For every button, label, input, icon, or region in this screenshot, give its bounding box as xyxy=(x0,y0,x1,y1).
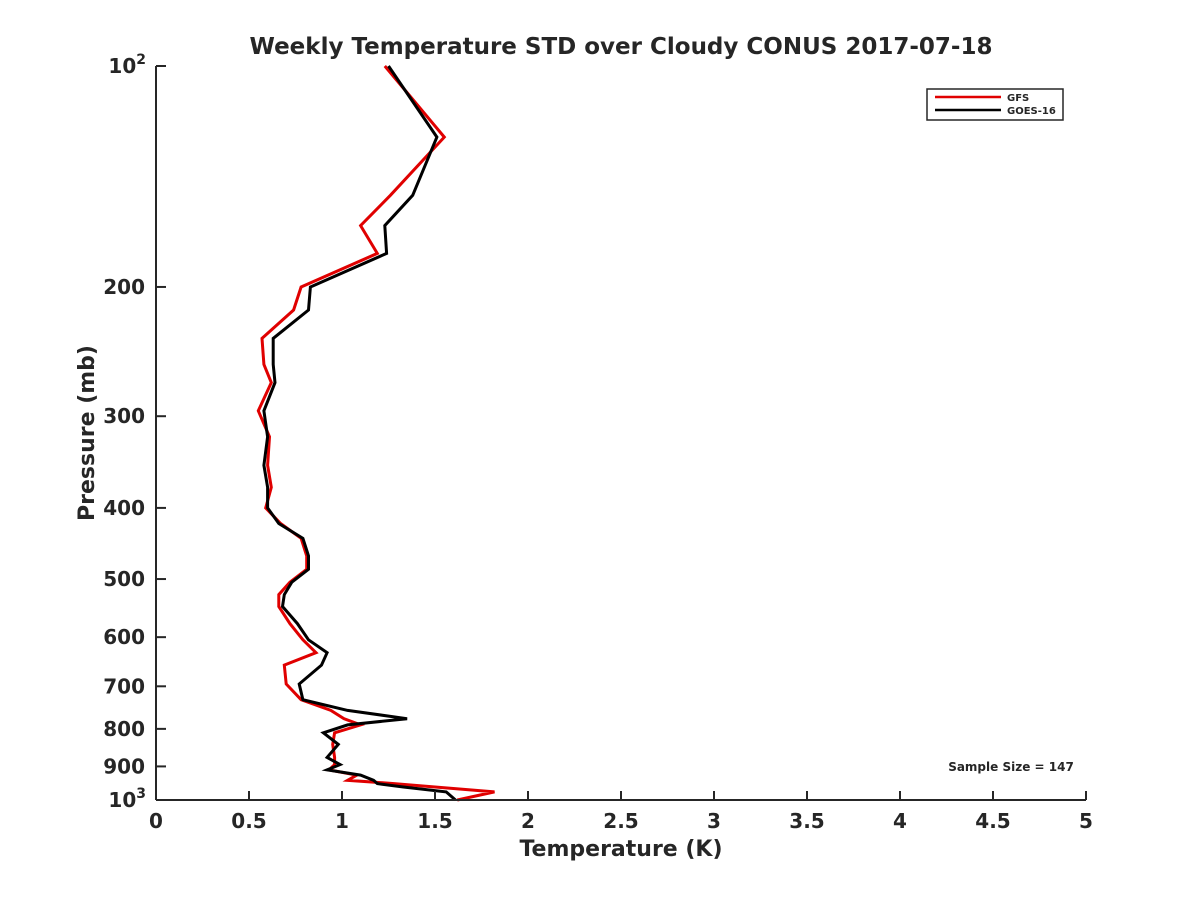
x-ticks: 0 0.5 1 1.5 2 2.5 3 3.5 4 4.5 5 xyxy=(149,791,1093,833)
y-tick-label: 102 xyxy=(108,52,146,78)
x-tick-label: 0.5 xyxy=(231,809,266,833)
x-tick-label: 3 xyxy=(707,809,721,833)
x-tick-label: 4 xyxy=(893,809,907,833)
x-tick-label: 5 xyxy=(1079,809,1093,833)
x-axis-label: Temperature (K) xyxy=(519,837,722,862)
y-ticks: 102 200 300 400 500 600 700 800 900 103 xyxy=(103,52,166,812)
series-line-goes16 xyxy=(262,65,457,802)
y-tick-label: 500 xyxy=(103,567,145,591)
legend: GFS GOES-16 xyxy=(926,88,1064,121)
x-tick-label: 1.5 xyxy=(417,809,452,833)
legend-label-gfs: GFS xyxy=(1007,93,1029,104)
y-tick-label: 600 xyxy=(103,625,145,649)
y-tick-label: 800 xyxy=(103,717,145,741)
x-tick-label: 2.5 xyxy=(603,809,638,833)
x-tick-label: 0 xyxy=(149,809,163,833)
legend-label-goes16: GOES-16 xyxy=(1007,106,1056,117)
x-tick-label: 4.5 xyxy=(975,809,1010,833)
x-tick-label: 1 xyxy=(335,809,349,833)
series-layer xyxy=(256,65,495,802)
sample-size-annotation: Sample Size = 147 xyxy=(948,760,1074,774)
legend-box xyxy=(926,88,1064,121)
y-tick-label: 900 xyxy=(103,754,145,778)
y-tick-label: 700 xyxy=(103,674,145,698)
y-tick-label: 200 xyxy=(103,275,145,299)
x-tick-label: 3.5 xyxy=(789,809,824,833)
series-line-gfs xyxy=(256,65,495,802)
y-tick-label: 103 xyxy=(108,786,146,812)
chart-title: Weekly Temperature STD over Cloudy CONUS… xyxy=(250,34,993,60)
y-tick-label: 400 xyxy=(103,496,145,520)
y-tick-label: 300 xyxy=(103,404,145,428)
y-axis-label: Pressure (mb) xyxy=(75,345,100,521)
x-tick-label: 2 xyxy=(521,809,535,833)
